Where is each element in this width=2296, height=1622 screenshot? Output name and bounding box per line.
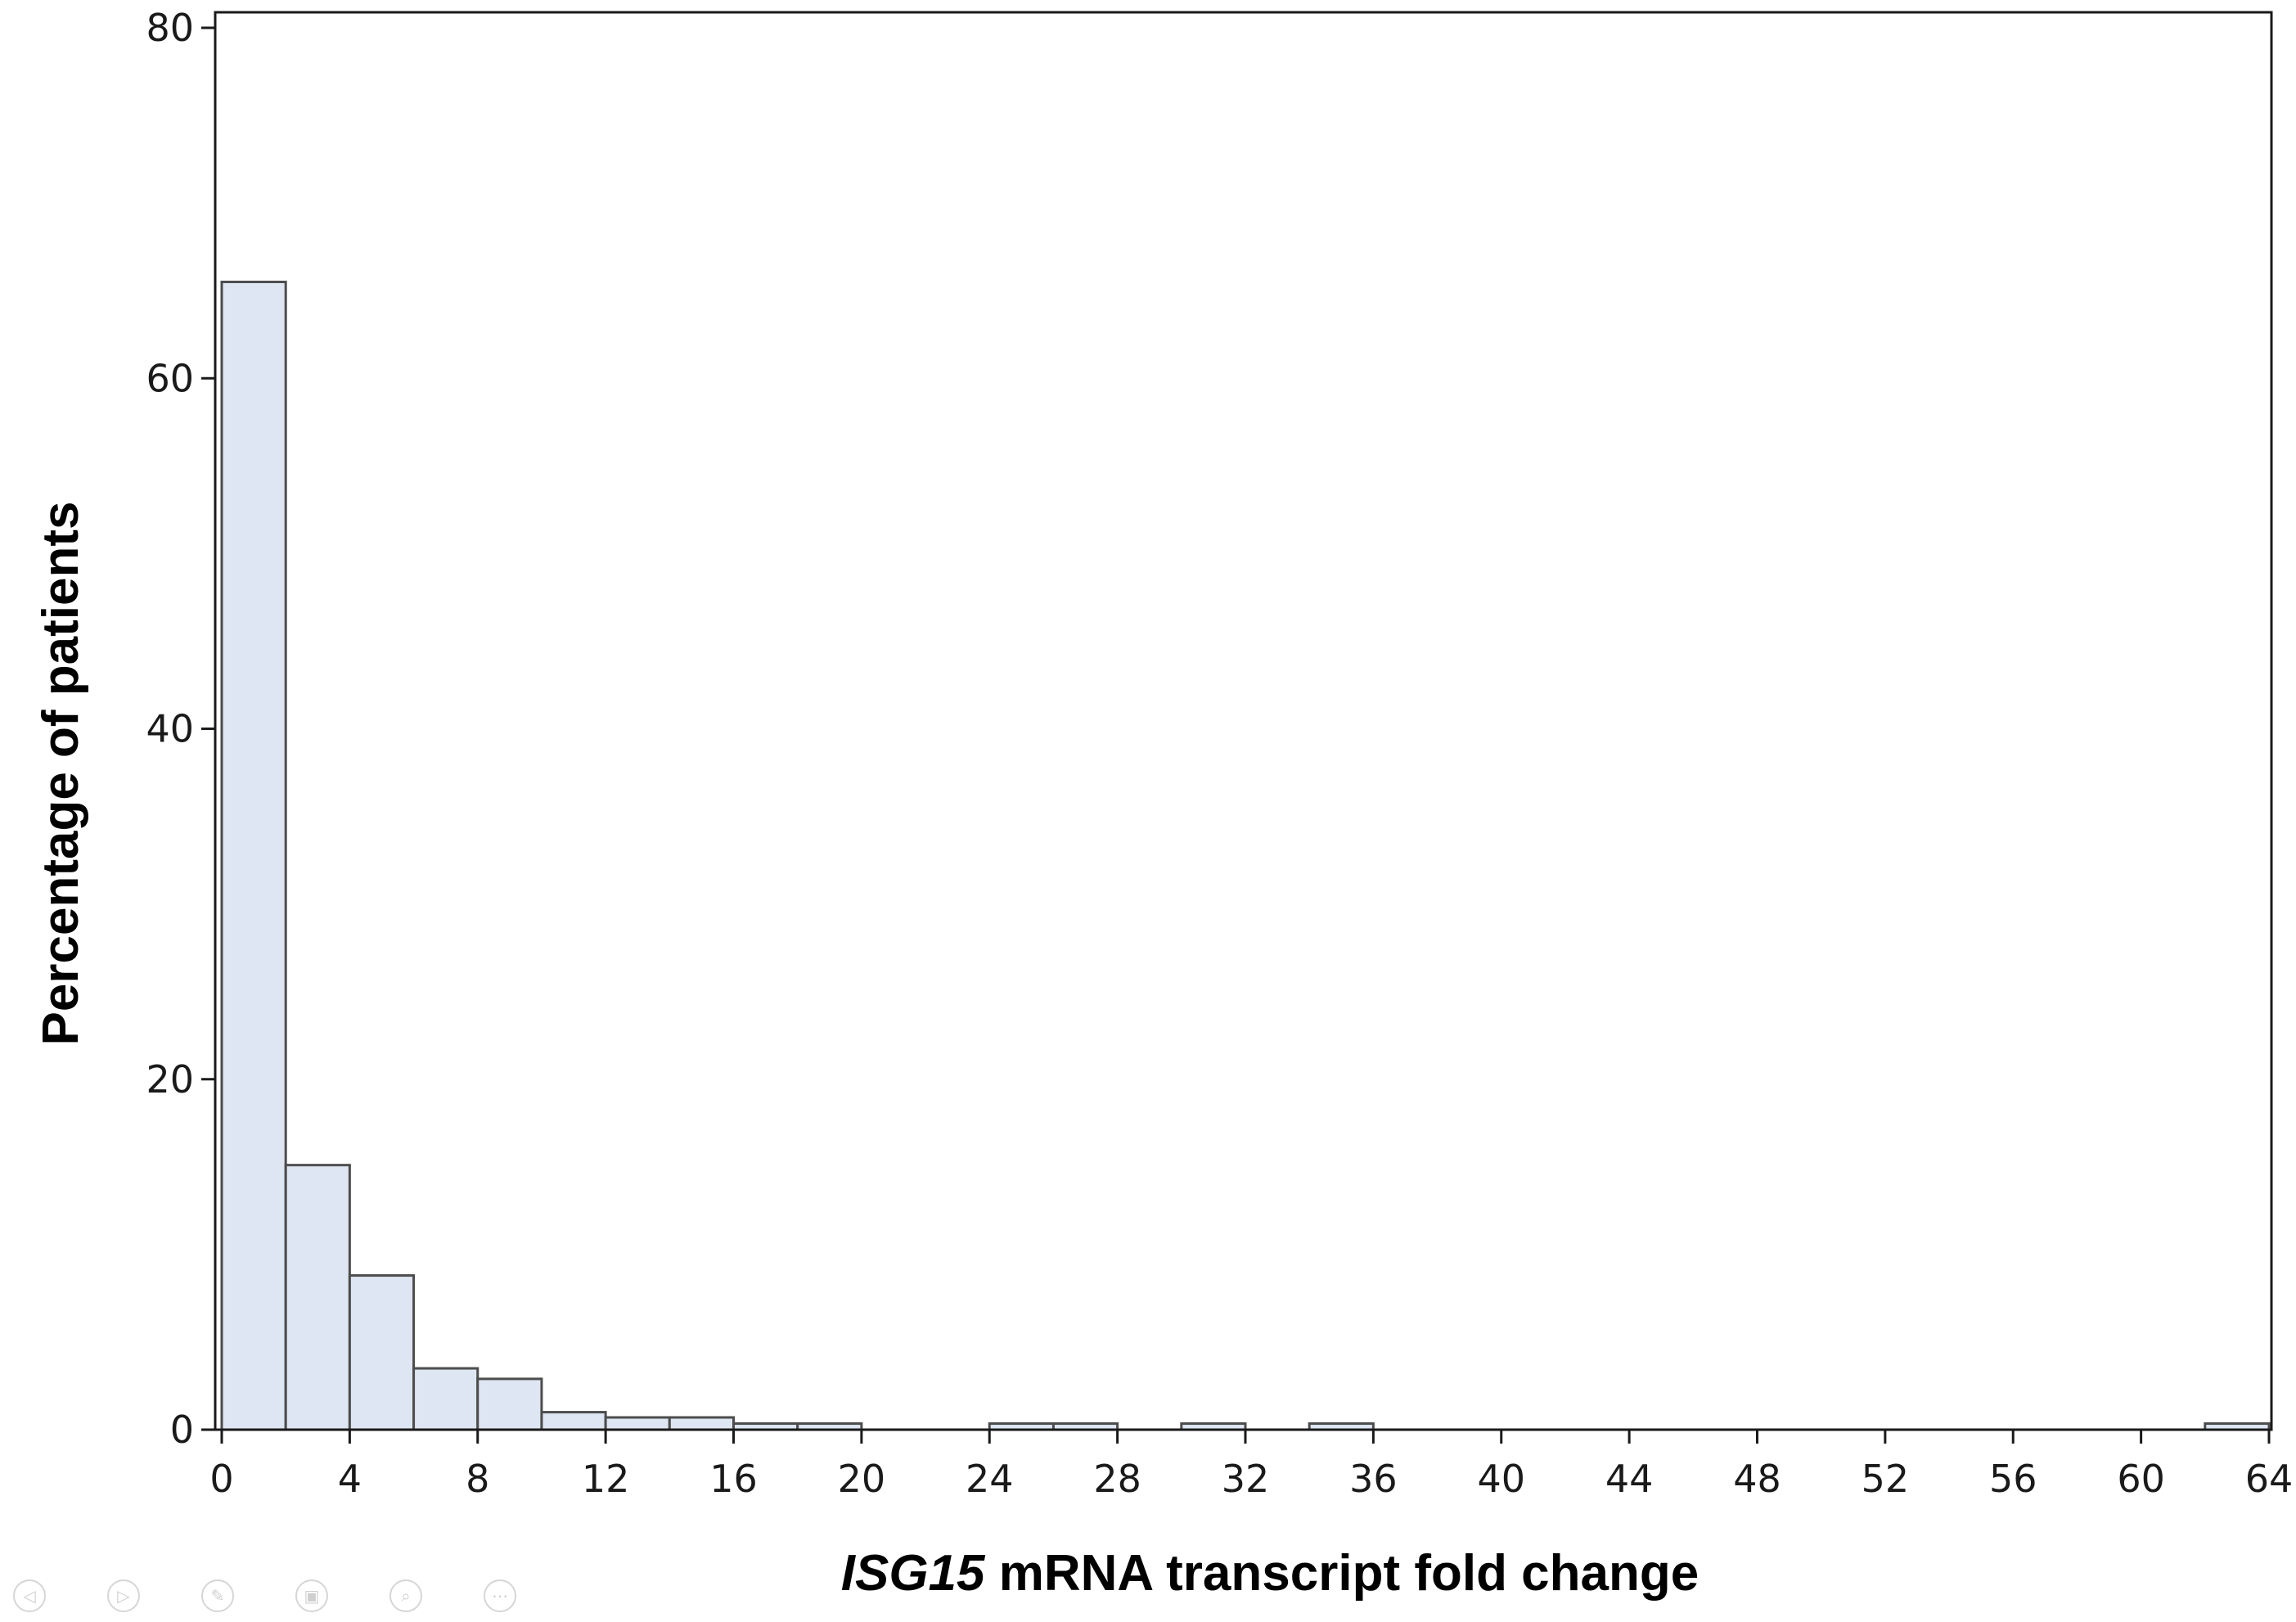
- y-tick-label: 20: [146, 1057, 194, 1102]
- slideshow-toolbar: ◁ ▷ ✎ ▣ ⌕ ⋯: [0, 1573, 565, 1619]
- histogram-bar-12-14: [604, 1416, 671, 1431]
- slides-icon: ▣: [304, 1586, 320, 1606]
- x-axis-title-rest: mRNA transcript fold change: [985, 1545, 1699, 1602]
- x-tick-label: 36: [1349, 1457, 1398, 1501]
- previous-slide-button[interactable]: ◁: [13, 1579, 46, 1612]
- more-options-button[interactable]: ⋯: [484, 1579, 516, 1612]
- x-tick-label: 20: [838, 1457, 886, 1501]
- pen-icon: ✎: [210, 1586, 225, 1606]
- x-tick-label: 28: [1093, 1457, 1141, 1501]
- magnifier-icon: ⌕: [401, 1586, 411, 1606]
- axes-layer: [214, 11, 2273, 1431]
- x-tick-label: 40: [1477, 1457, 1525, 1501]
- ellipsis-icon: ⋯: [492, 1586, 508, 1606]
- bars-layer: [220, 280, 2271, 1431]
- arrow-right-icon: ▷: [117, 1586, 130, 1606]
- pen-tool-button[interactable]: ✎: [201, 1579, 234, 1612]
- histogram-bar-0-2: [220, 280, 287, 1431]
- x-axis-title: ISG15 mRNA transcript fold change: [841, 1545, 1699, 1602]
- y-tick-label: 0: [170, 1408, 194, 1452]
- x-tick-label: 8: [466, 1457, 489, 1501]
- histogram-bar-2-4: [284, 1164, 351, 1431]
- x-tick-label: 64: [2245, 1457, 2294, 1501]
- x-tick-label: 56: [1989, 1457, 2037, 1501]
- x-tick-label: 12: [582, 1457, 630, 1501]
- histogram-bar-4-6: [348, 1274, 416, 1431]
- x-tick-label: 48: [1733, 1457, 1781, 1501]
- x-tick-label: 44: [1605, 1457, 1654, 1501]
- x-axis-title-gene: ISG15: [841, 1545, 986, 1602]
- x-tick-label: 52: [1862, 1457, 1910, 1501]
- arrow-left-icon: ◁: [23, 1586, 36, 1606]
- histogram-bar-10-12: [540, 1411, 607, 1431]
- x-tick-label: 16: [709, 1457, 758, 1501]
- histogram-bar-8-10: [476, 1377, 543, 1431]
- x-tick-label: 60: [2117, 1457, 2165, 1501]
- y-axis-title: Percentage of patients: [33, 502, 89, 1046]
- x-tick-label: 24: [966, 1457, 1014, 1501]
- plot-frame: [214, 11, 2273, 1431]
- x-tick-label: 0: [209, 1457, 233, 1501]
- x-tick-label: 32: [1222, 1457, 1270, 1501]
- zoom-button[interactable]: ⌕: [389, 1579, 422, 1612]
- x-tick-label: 4: [338, 1457, 362, 1501]
- y-tick-label: 80: [146, 6, 194, 50]
- histogram-bar-6-8: [412, 1367, 479, 1431]
- slides-view-button[interactable]: ▣: [295, 1579, 328, 1612]
- histogram-bar-14-16: [668, 1416, 735, 1431]
- next-slide-button[interactable]: ▷: [107, 1579, 140, 1612]
- y-tick-label: 60: [146, 356, 194, 400]
- y-tick-label: 40: [146, 707, 194, 751]
